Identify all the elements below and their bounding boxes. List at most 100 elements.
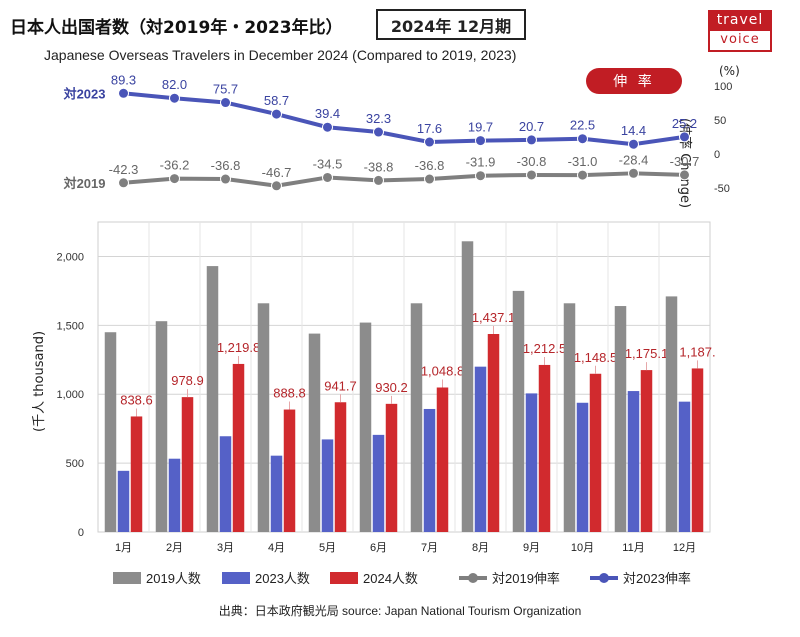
bar-2024: [283, 409, 296, 532]
bar-ytick-label: 1,500: [56, 320, 84, 332]
rate-point-2023: [373, 126, 384, 138]
x-category-label: 1月: [115, 542, 132, 554]
bar-2023: [168, 458, 181, 532]
bar-2019: [563, 303, 576, 532]
legend-marker: [468, 573, 478, 583]
bar-value-label-2024: 1,219.8: [217, 340, 260, 355]
line-ytick-label: 0: [714, 149, 720, 161]
x-category-label: 5月: [319, 542, 336, 554]
rate-label-2019: -36.2: [160, 158, 190, 173]
rate-point-2023: [424, 136, 435, 148]
bar-2023: [474, 366, 487, 532]
rate-label-2019: -36.8: [211, 158, 241, 173]
bar-2023: [117, 470, 130, 532]
x-category-label: 12月: [673, 542, 696, 554]
rate-label-2019: -38.8: [364, 159, 394, 174]
bar-2019: [461, 241, 474, 533]
rate-label-2023: 17.6: [417, 121, 442, 136]
bar-2024: [385, 403, 398, 532]
rate-point-2023: [169, 92, 180, 104]
bar-2019: [104, 332, 117, 532]
rate-label-2019: -46.7: [262, 165, 292, 180]
line-ytick-label: -50: [714, 183, 730, 195]
bar-2024: [334, 402, 347, 532]
bar-value-label-2024: 1,212.5: [523, 341, 566, 356]
bar-2023: [678, 401, 691, 532]
x-category-label: 10月: [571, 542, 594, 554]
bar-2019: [614, 306, 627, 532]
legend-item-label: 対2019伸率: [492, 571, 560, 586]
rate-point-2023: [577, 133, 588, 145]
legend-item-label: 対2023伸率: [623, 571, 691, 586]
rate-label-2023: 58.7: [264, 93, 289, 108]
rate-point-2019: [577, 169, 588, 181]
rate-point-2023: [628, 138, 639, 150]
bar-2024: [691, 368, 704, 532]
legend-item-label: 2023人数: [255, 571, 310, 586]
travelvoice-logo: travel voice: [708, 10, 772, 54]
rate-label-2023: 22.5: [570, 118, 595, 133]
chart-subtitle: Japanese Overseas Travelers in December …: [44, 47, 517, 63]
bar-2019: [359, 322, 372, 532]
logo-line-2: voice: [708, 31, 772, 52]
percent-unit: (%): [719, 64, 740, 78]
x-category-label: 3月: [217, 542, 234, 554]
rate-point-2019: [271, 180, 282, 192]
bar-value-label-2024: 1,148.5: [574, 350, 617, 365]
series-line-label-2023: 対2023: [63, 86, 106, 101]
bar-value-label-2024: 838.6: [120, 392, 153, 407]
bar-2023: [372, 434, 385, 532]
rate-label-2023: 19.7: [468, 120, 493, 135]
rate-point-2023: [475, 135, 486, 147]
rate-label-2023: 25.2: [672, 116, 697, 131]
x-category-label: 6月: [370, 542, 387, 554]
rate-label-2019: -30.7: [670, 154, 700, 169]
bar-2024: [589, 373, 602, 532]
x-category-label: 2月: [166, 542, 183, 554]
bar-2019: [308, 333, 321, 532]
rate-label-2023: 89.3: [111, 72, 136, 87]
bar-2023: [321, 439, 334, 532]
rate-label-2023: 75.7: [213, 82, 238, 97]
rate-label-2023: 32.3: [366, 111, 391, 126]
rate-label-2019: -42.3: [109, 162, 139, 177]
rate-point-2023: [118, 87, 129, 99]
rate-point-2023: [526, 134, 537, 146]
legend-swatch: [113, 572, 141, 584]
period-box: 2024年 12月期: [376, 9, 526, 40]
rate-point-2019: [475, 170, 486, 182]
rate-point-2019: [373, 174, 384, 186]
bar-2019: [206, 266, 219, 532]
bar-2023: [219, 436, 232, 532]
x-category-label: 8月: [472, 542, 489, 554]
bar-value-label-2024: 941.7: [324, 378, 357, 393]
bar-ytick-label: 0: [78, 527, 84, 539]
bar-2019: [512, 290, 525, 532]
rate-label-2019: -36.8: [415, 158, 445, 173]
x-category-label: 4月: [268, 542, 285, 554]
rate-label-2023: 82.0: [162, 77, 187, 92]
bar-2024: [436, 387, 449, 532]
rate-point-2019: [679, 169, 690, 181]
x-category-label: 9月: [523, 542, 540, 554]
bar-value-label-2024: 1,175.1: [625, 346, 668, 361]
rate-label-2019: -31.0: [568, 154, 598, 169]
rate-point-2023: [220, 97, 231, 109]
rate-label-2023: 14.4: [621, 123, 646, 138]
series-line-2019: [123, 171, 685, 188]
rate-point-2019: [628, 167, 639, 179]
legend-marker: [599, 573, 609, 583]
x-category-label: 11月: [622, 542, 644, 554]
rate-point-2019: [169, 173, 180, 185]
bar-2023: [423, 408, 436, 532]
rate-point-2019: [424, 173, 435, 185]
legend-item-label: 2019人数: [146, 571, 201, 586]
bar-value-label-2024: 930.2: [375, 380, 408, 395]
rate-label-2019: -30.8: [517, 154, 547, 169]
rate-point-2019: [526, 169, 537, 181]
series-line-label-2019: 対2019: [63, 176, 106, 191]
bar-2024: [130, 416, 143, 532]
x-category-label: 7月: [421, 542, 438, 554]
bar-2024: [640, 370, 653, 532]
line-ytick-label: 50: [714, 115, 726, 127]
